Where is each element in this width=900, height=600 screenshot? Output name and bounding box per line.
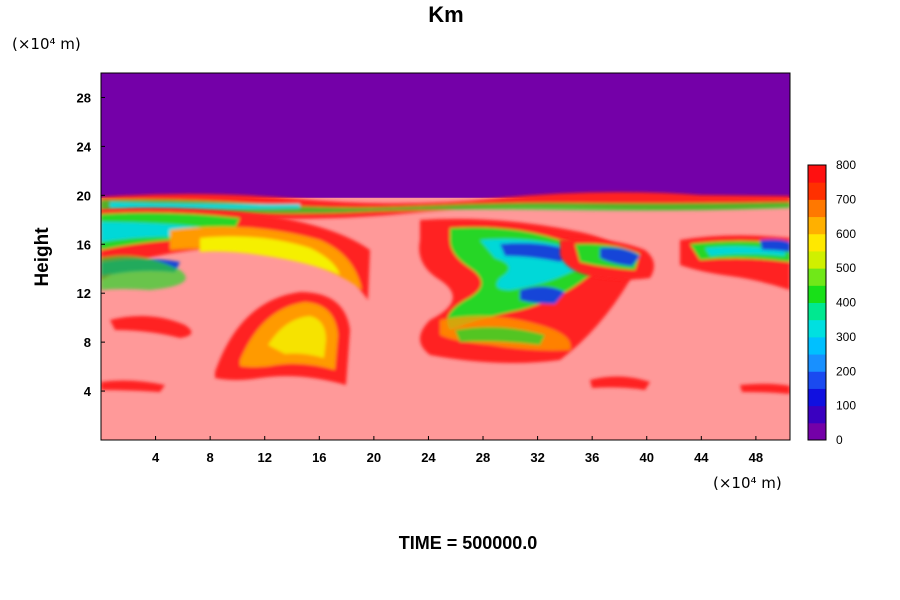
left-red-streak [110,316,192,338]
y-tick-label: 16 [77,237,91,252]
colorbar-tick-label: 600 [836,227,856,241]
y-tick-label: 24 [77,139,92,154]
far-right-blue [760,239,790,252]
x-tick-label: 8 [207,450,214,465]
colorbar-tick-label: 300 [836,330,856,344]
colorbar-swatch [808,388,826,398]
y-axis: 4 8 12 16 20 24 28 [77,90,105,399]
top-band-green [101,199,790,214]
plot-area [101,73,790,440]
left-structure-green-streak [101,255,186,290]
colorbar-swatch [808,250,826,261]
y-tick-label: 12 [77,286,91,301]
colorbar-swatch [808,216,826,226]
colorbar-tick-label: 800 [836,158,856,172]
colorbar-swatch [808,311,826,321]
colorbar-tick-label: 200 [836,364,856,378]
mid-structure-blue-b [520,286,565,304]
colorbar-swatch [808,276,826,286]
x-tick-label: 28 [476,450,490,465]
colorbar-tick-label: 400 [836,296,856,310]
right-red-streak [590,376,650,390]
left-upper-structure [101,207,370,300]
colorbar-tick-label: 700 [836,192,856,206]
colorbar-swatch [808,268,826,278]
colorbar-swatch [808,285,826,295]
colorbar-swatch [808,336,826,346]
colorbar-swatch [808,405,826,415]
colorbar-swatch [808,165,826,175]
colorbar-swatch [808,259,826,269]
left-structure-cyan [101,222,210,242]
x-tick-label: 16 [312,450,326,465]
y-axis-label: Height [32,227,53,287]
x-tick-label: 4 [152,450,160,465]
right-structure-blue [600,247,640,266]
colorbar-swatch [808,302,826,312]
time-label: TIME = 500000.0 [399,533,538,553]
x-tick-label: 12 [257,450,271,465]
colorbar-swatch [808,242,826,252]
colorbar-swatch [808,371,826,381]
colorbar-swatch [808,233,826,243]
colorbar-swatch [808,182,826,192]
x-tick-label: 32 [530,450,544,465]
colorbar-swatch [808,207,826,218]
mid-structure-blue-a [500,243,575,262]
colorbar-swatch [808,199,826,209]
x-tick-label: 36 [585,450,599,465]
colorbar-swatch [808,293,826,303]
colorbar-swatch [808,379,826,389]
turbulent-top-band [101,192,790,219]
colorbar-frame [807,164,827,441]
y-tick-label: 20 [77,188,91,203]
right-structure [560,235,790,394]
mid-structure-green-b [455,326,545,345]
left-lower-dome [101,292,350,392]
plot-frame [100,72,791,441]
x-tick-label: 20 [367,450,381,465]
colorbar-swatch [808,354,826,364]
colorbar-swatch [808,414,826,424]
colorbar-swatch [808,345,826,355]
right-bottom-streak [740,383,790,394]
colorbar-tick-label: 500 [836,261,856,275]
dome-yellow [268,316,326,358]
x-axis: 4 8 12 16 20 24 28 32 36 40 44 48 [152,436,763,465]
colorbar-tick-label: 100 [836,399,856,413]
colorbar-swatch [808,173,826,183]
colorbar-tick-label: 0 [836,433,843,447]
chart-title: Km [428,2,463,27]
x-tick-label: 48 [749,450,763,465]
y-unit-label: (×10⁴ m) [12,35,81,53]
x-tick-label: 40 [640,450,654,465]
colorbar: 0 100 200 300 400 500 600 700 800 [807,158,856,447]
colorbar-swatch [808,431,826,441]
x-tick-label: 24 [421,450,436,465]
colorbar-swatch [808,422,826,432]
x-tick-label: 44 [694,450,709,465]
colorbar-swatch [808,362,826,372]
y-tick-label: 28 [77,90,91,105]
x-unit-label: (×10⁴ m) [713,474,782,492]
colorbar-swatch [808,190,826,200]
left-structure-yellow [200,236,340,275]
colorbar-swatch [808,319,826,329]
colorbar-swatch [808,397,826,407]
colorbar-swatch [808,328,826,338]
y-tick-label: 8 [84,335,91,350]
top-band-cyan [110,202,300,209]
colorbar-swatch [808,225,826,235]
bottom-red-streak [101,380,165,392]
y-tick-label: 4 [84,384,92,399]
